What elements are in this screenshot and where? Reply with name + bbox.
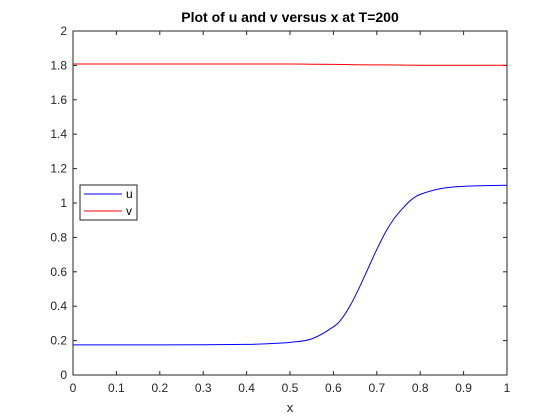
y-tick-label: 2 (60, 24, 67, 38)
x-tick-label: 0.7 (368, 381, 385, 395)
y-tick-label: 0.6 (50, 265, 67, 279)
y-tick-label: 1.6 (50, 93, 67, 107)
x-axis: 0 0.1 0.2 0.3 0.4 0.5 0.6 0.7 0.8 0.9 1 (70, 31, 511, 395)
x-tick-label: 0.6 (325, 381, 342, 395)
x-tick-label: 0.3 (195, 381, 212, 395)
x-tick-label: 0 (70, 381, 77, 395)
y-tick-label: 1 (60, 196, 67, 210)
y-tick-label: 1.2 (50, 162, 67, 176)
legend: u v (79, 184, 138, 221)
y-tick-label: 0.8 (50, 230, 67, 244)
x-tick-label: 0.9 (455, 381, 472, 395)
x-axis-label: x (287, 400, 294, 415)
chart-title: Plot of u and v versus x at T=200 (181, 9, 399, 25)
x-tick-label: 1 (504, 381, 511, 395)
series-line-u (73, 184, 508, 346)
x-tick-label: 0.8 (412, 381, 429, 395)
legend-label-u: u (126, 187, 133, 201)
y-tick-label: 0.2 (50, 334, 67, 348)
series-layer (72, 63, 508, 346)
y-tick-label: 0.4 (50, 299, 67, 313)
x-tick-label: 0.4 (238, 381, 255, 395)
y-tick-label: 0 (60, 368, 67, 382)
x-tick-label: 0.2 (151, 381, 168, 395)
y-tick-label: 1.4 (50, 127, 67, 141)
legend-label-v: v (126, 204, 132, 218)
y-axis: 0 0.2 0.4 0.6 0.8 1 1.2 1.4 1.6 1.8 2 (50, 24, 507, 382)
series-line-v (72, 63, 507, 66)
plot-area (72, 30, 508, 376)
y-tick-label: 1.8 (50, 58, 67, 72)
x-tick-label: 0.5 (282, 381, 299, 395)
legend-box (79, 184, 138, 221)
x-tick-label: 0.1 (108, 381, 125, 395)
